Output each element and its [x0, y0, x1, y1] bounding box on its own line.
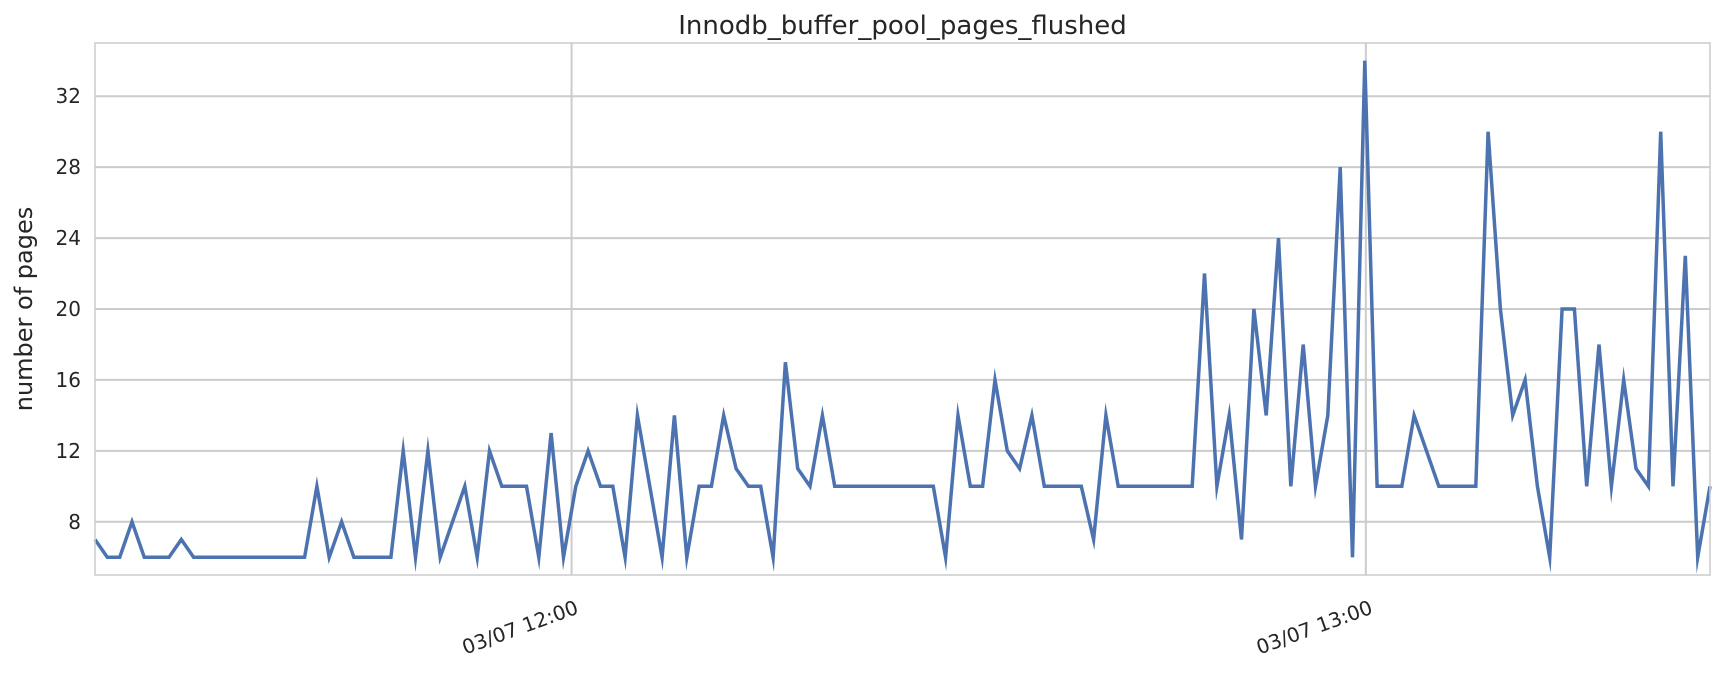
x-tick-label: 03/07 12:00 [459, 595, 582, 659]
y-tick-label: 32 [56, 84, 81, 108]
y-tick-label: 8 [68, 510, 81, 534]
x-axis-ticks: 03/07 12:00 03/07 13:00 [459, 595, 1376, 659]
plot-frame [94, 42, 1711, 576]
y-tick-label: 12 [56, 439, 81, 463]
y-tick-label: 16 [56, 368, 81, 392]
series-line [93, 60, 1712, 574]
y-tick-label: 20 [56, 297, 81, 321]
y-tick-label: 28 [56, 155, 81, 179]
y-axis-ticks: 8 12 16 20 24 28 32 [56, 84, 81, 534]
x-tick-label: 03/07 13:00 [1253, 595, 1376, 659]
grid [95, 43, 1710, 575]
y-tick-label: 24 [56, 226, 81, 250]
y-axis-label: number of pages [10, 207, 38, 412]
series-layer [93, 60, 1712, 574]
chart-title: Innodb_buffer_pool_pages_flushed [678, 11, 1127, 41]
